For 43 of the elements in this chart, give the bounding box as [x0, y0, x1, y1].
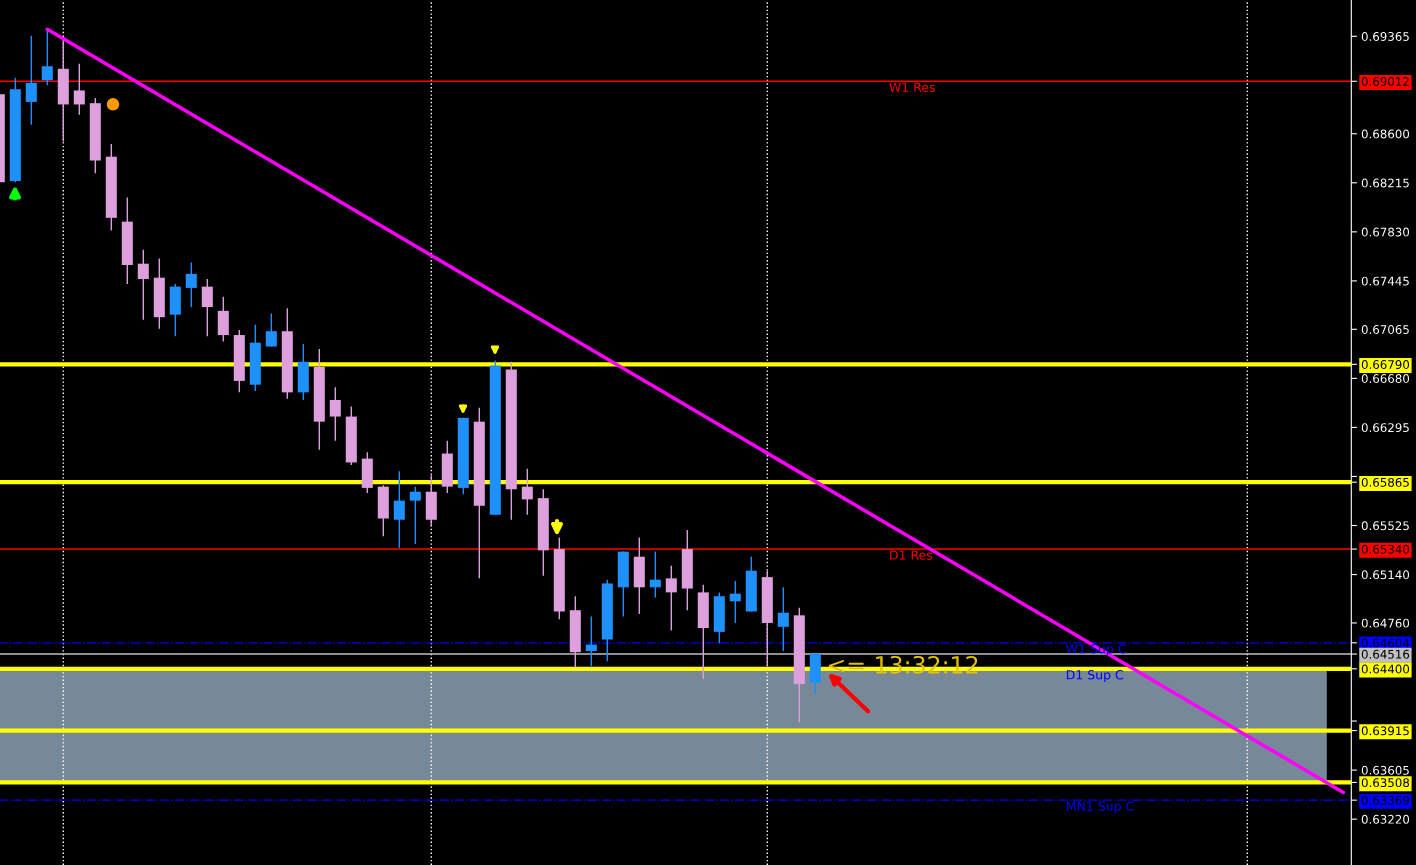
candlestick — [665, 564, 677, 632]
y-tick-label: 0.66680 — [1361, 374, 1410, 384]
y-tick-label: 0.64400 — [1361, 664, 1410, 674]
y-tick-label: 0.67830 — [1361, 227, 1410, 237]
y-tick-label: 0.65865 — [1361, 477, 1409, 487]
candlestick — [41, 28, 53, 87]
y-tick-label: 0.68215 — [1361, 178, 1409, 188]
y-tick-label: 0.67445 — [1361, 276, 1409, 286]
y-tick-label: 0.63605 — [1361, 765, 1409, 775]
candlestick — [585, 615, 597, 667]
y-tick-label: 0.63508 — [1361, 778, 1410, 788]
y-tick-label: 0.68600 — [1361, 129, 1410, 139]
candlestick — [185, 261, 197, 308]
ref-line-label: D1 Res — [890, 550, 933, 560]
candlestick — [329, 386, 341, 442]
y-tick-label: 0.63915 — [1361, 726, 1409, 736]
y-tick-label: 0.66790 — [1361, 360, 1410, 369]
candlestick — [409, 485, 421, 545]
candlestick — [729, 580, 741, 624]
y-tick-label: 0.63369 — [1361, 795, 1410, 805]
y-tick-label: 0.66295 — [1361, 423, 1409, 433]
candlestick — [649, 550, 661, 599]
candlestick — [201, 278, 213, 338]
y-tick-label: 0.65140 — [1361, 570, 1410, 580]
y-tick-label: 0.69365 — [1361, 32, 1409, 41]
y-tick-label: 0.65525 — [1361, 521, 1409, 531]
y-tick-label: 0.64604 — [1361, 638, 1410, 648]
candlestick — [137, 248, 149, 321]
candlestick — [265, 312, 277, 348]
candlestick — [393, 470, 405, 549]
ref-line-label: W1 Res — [889, 82, 935, 92]
candlestick — [521, 468, 533, 516]
y-tick-label: 0.69012 — [1361, 77, 1409, 86]
y-tick-label: 0.67065 — [1361, 325, 1409, 334]
y-tick-label: 0.64760 — [1361, 618, 1410, 628]
y-tick-label: 0.64516 — [1361, 649, 1410, 659]
ref-line-label: D1 Sup C — [1066, 670, 1124, 682]
candlestick — [73, 63, 85, 116]
candlestick — [777, 586, 789, 652]
y-tick-label: 0.63220 — [1361, 814, 1410, 824]
y-tick-label: 0.65340 — [1361, 544, 1410, 554]
ref-line-label: MN1 Sup C — [1066, 801, 1134, 814]
candlestick — [25, 34, 37, 126]
